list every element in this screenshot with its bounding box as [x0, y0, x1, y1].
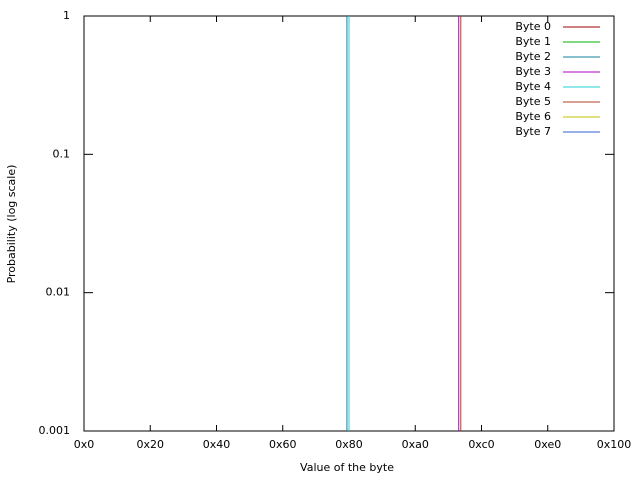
x-tick-label: 0x40 — [203, 438, 231, 451]
legend-label: Byte 4 — [515, 80, 551, 93]
x-tick-label: 0xe0 — [534, 438, 561, 451]
legend-label: Byte 2 — [515, 50, 551, 63]
y-tick-label: 1 — [63, 9, 70, 22]
x-tick-label: 0xa0 — [402, 438, 429, 451]
y-axis-label: Probability (log scale) — [5, 165, 18, 284]
y-tick-label: 0.1 — [53, 147, 71, 160]
legend-label: Byte 0 — [515, 20, 551, 33]
x-tick-label: 0x60 — [269, 438, 297, 451]
y-tick-label: 0.001 — [39, 424, 71, 437]
legend-label: Byte 7 — [515, 125, 551, 138]
x-tick-label: 0x0 — [74, 438, 95, 451]
y-tick-label: 0.01 — [46, 286, 71, 299]
legend-label: Byte 6 — [515, 110, 551, 123]
legend-label: Byte 5 — [515, 95, 551, 108]
x-axis-label: Value of the byte — [300, 461, 394, 474]
x-tick-label: 0x20 — [136, 438, 164, 451]
legend-label: Byte 1 — [515, 35, 551, 48]
x-tick-label: 0x80 — [335, 438, 363, 451]
x-tick-label: 0x100 — [597, 438, 632, 451]
x-tick-label: 0xc0 — [468, 438, 494, 451]
legend-label: Byte 3 — [515, 65, 551, 78]
